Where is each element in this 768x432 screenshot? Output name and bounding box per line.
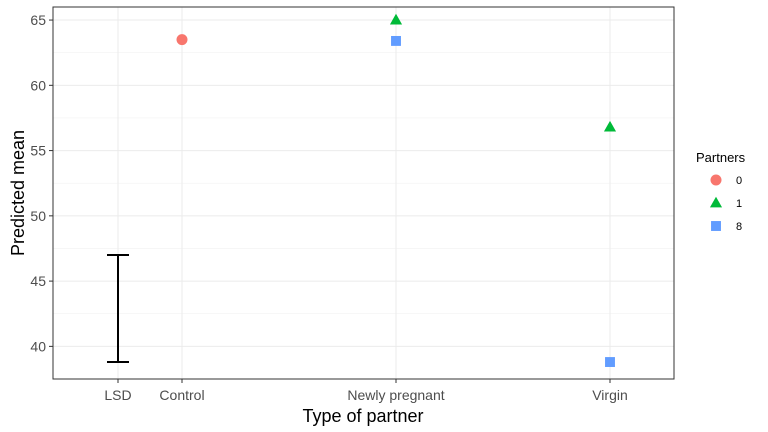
legend-key-circle xyxy=(710,174,722,186)
y-tick-label: 55 xyxy=(30,143,46,159)
y-tick-label: 40 xyxy=(30,338,46,354)
y-tick-label: 60 xyxy=(30,77,46,93)
x-tick-label: Virgin xyxy=(592,387,628,403)
legend: Partners 0 1 8 xyxy=(696,150,746,233)
axes: 40 45 50 55 60 65 LSD Control Newly pregnant Virg… xyxy=(30,12,627,403)
x-tick-label: Newly pregnant xyxy=(347,387,444,403)
legend-label: 0 xyxy=(736,175,742,187)
legend-title: Partners xyxy=(696,150,746,165)
legend-label: 8 xyxy=(736,221,742,233)
grid xyxy=(53,7,674,379)
x-tick-label: LSD xyxy=(104,387,131,403)
y-tick-label: 65 xyxy=(30,12,46,28)
plot-marks xyxy=(107,13,617,367)
data-point-triangle xyxy=(603,120,617,132)
data-point-square xyxy=(605,357,615,367)
legend-label: 1 xyxy=(736,198,742,210)
x-tick-label: Control xyxy=(159,387,204,403)
data-point-square xyxy=(391,35,401,46)
y-tick-label: 45 xyxy=(30,273,46,289)
x-axis-title: Type of partner xyxy=(302,406,423,426)
data-point-circle xyxy=(176,34,188,46)
legend-key-square xyxy=(711,221,721,231)
y-tick-label: 50 xyxy=(30,208,46,224)
plot-panel-border xyxy=(52,6,675,380)
data-point-triangle xyxy=(389,13,403,25)
legend-key-triangle xyxy=(709,196,723,208)
y-axis-title: Predicted mean xyxy=(8,130,28,256)
